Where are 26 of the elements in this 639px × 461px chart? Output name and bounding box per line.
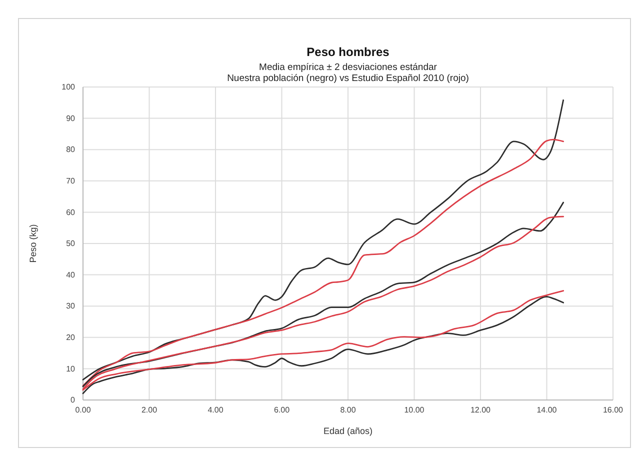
x-tick-label: 16.00 [602,406,624,415]
x-tick-label: 4.00 [208,406,224,415]
line-series [82,138,564,387]
y-tick-label: 60 [66,208,76,217]
x-tick-label: 8.00 [340,406,356,415]
y-tick-label: 90 [66,114,76,123]
x-tick-label: 6.00 [274,406,290,415]
x-tick-label: 10.00 [404,406,425,415]
y-tick-label: 50 [66,239,76,248]
y-tick-label: 70 [66,176,76,186]
line-series [82,99,564,380]
y-tick-label: 30 [66,302,76,311]
y-tick-label: 20 [66,332,76,342]
y-tick-label: 10 [66,364,76,374]
x-axis-title: Edad (años) [323,426,373,436]
y-tick-label: 0 [70,396,76,405]
y-tick-label: 80 [66,145,76,154]
x-tick-label: 12.00 [470,406,492,415]
chart-title: Peso hombres [306,45,390,59]
y-tick-label: 100 [62,82,76,92]
x-tick-label: 14.00 [536,406,558,415]
y-axis-title: Peso (kg) [28,224,38,263]
x-tick-label: 0.00 [75,406,92,415]
x-tick-label: 2.00 [141,406,158,415]
chart-subtitle: Media empírica ± 2 desviaciones estándar Nuestra población (negro) vs Estudio Español 2010 (rojo) [227,62,469,84]
y-tick-label: 40 [66,270,76,280]
